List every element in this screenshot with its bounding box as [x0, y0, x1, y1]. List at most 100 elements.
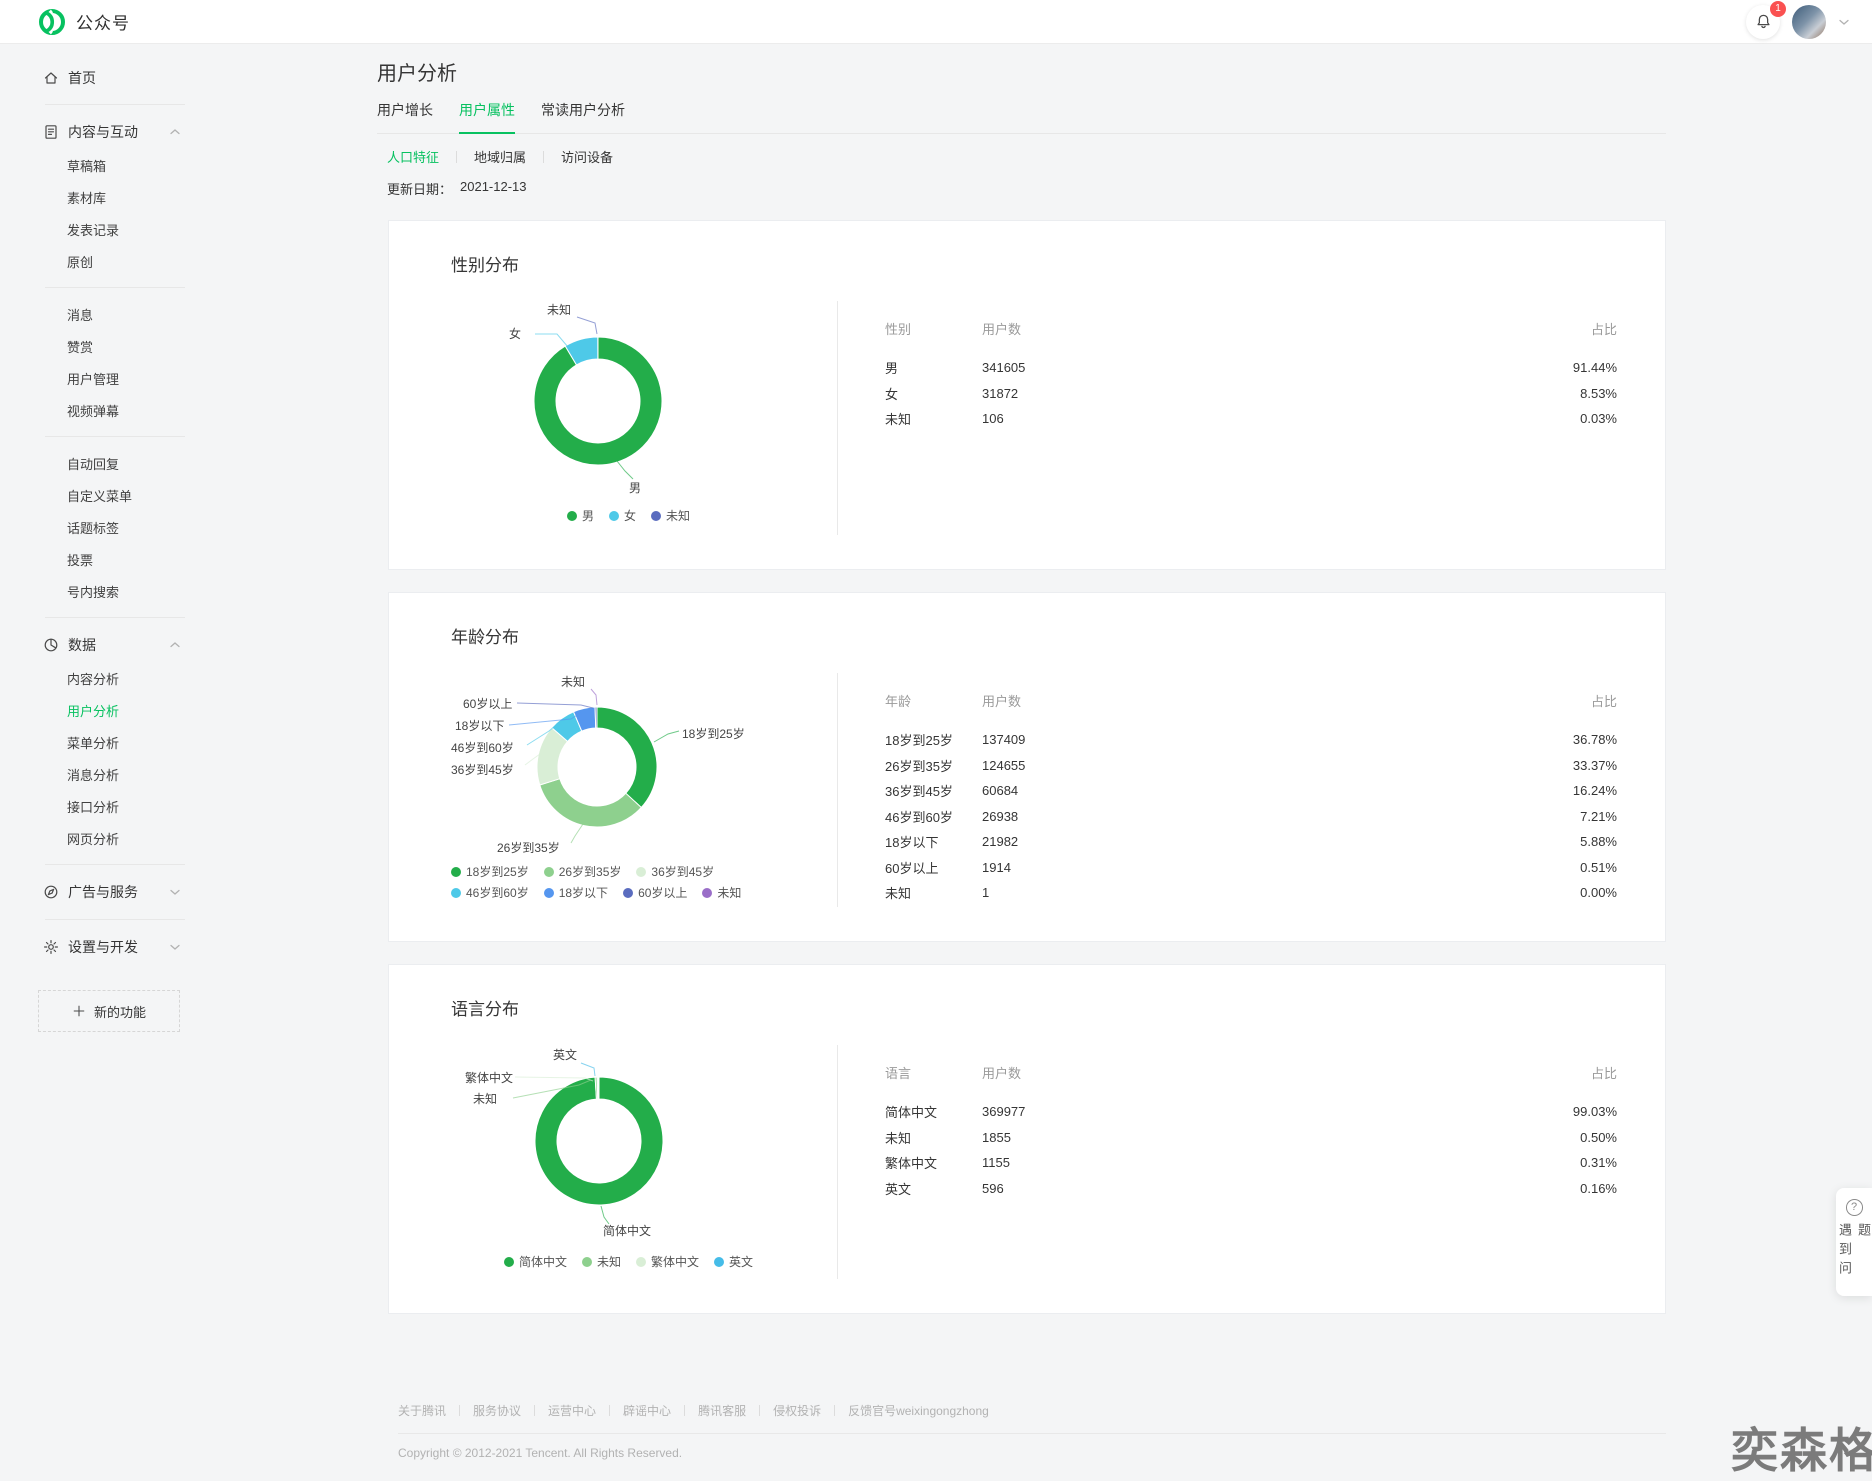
tab-user-growth[interactable]: 用户增长 — [377, 100, 433, 133]
sidebar-item-home[interactable]: 首页 — [0, 62, 215, 94]
brand[interactable]: 公众号 — [38, 8, 130, 36]
legend-dot — [651, 511, 661, 521]
legend-item[interactable]: 46岁到60岁 — [451, 884, 529, 901]
table-row: 未知 1 0.00% — [885, 880, 1617, 906]
sidebar-item-content-analysis[interactable]: 内容分析 — [0, 662, 215, 694]
help-widget-button[interactable]: ? 遇到问题 — [1836, 1188, 1872, 1296]
new-feature-button[interactable]: 新的功能 — [38, 990, 180, 1032]
pie-chart-icon — [43, 637, 59, 653]
age-donut-chart: 未知 60岁以上 18岁以下 46岁到60岁 36岁到45岁 18岁到25岁 2… — [451, 647, 821, 937]
sidebar-group-content[interactable]: 内容与互动 — [0, 115, 215, 149]
brand-name: 公众号 — [76, 9, 130, 34]
footer-link[interactable]: 关于腾讯 — [398, 1402, 446, 1419]
sidebar-item-web-analysis[interactable]: 网页分析 — [0, 822, 215, 854]
footer-link[interactable]: 反馈官号weixingongzhong — [848, 1402, 989, 1419]
sidebar-group-settings-dev[interactable]: 设置与开发 — [0, 930, 215, 964]
donut-slice[interactable] — [598, 1077, 599, 1099]
legend-dot — [567, 511, 577, 521]
language-donut-chart: 英文 繁体中文 未知 简体中文 简体中文未知繁体中文英文 — [451, 1019, 821, 1309]
legend-item[interactable]: 英文 — [714, 1253, 753, 1270]
sidebar-item-rewards[interactable]: 赞赏 — [0, 330, 215, 362]
footer-link[interactable]: 腾讯客服 — [698, 1402, 746, 1419]
legend-item[interactable]: 男 — [567, 507, 594, 524]
tab-user-attributes[interactable]: 用户属性 — [459, 100, 515, 134]
home-icon — [43, 70, 59, 86]
donut-slice[interactable] — [540, 779, 642, 827]
plus-icon — [72, 1004, 86, 1018]
divider — [398, 1433, 1666, 1434]
legend-item[interactable]: 36岁到45岁 — [636, 863, 714, 880]
gender-table: 性别 用户数 占比 男 341605 91.44% 女 31872 8.53% — [885, 275, 1617, 565]
legend-label: 女 — [624, 507, 636, 524]
table-row: 未知 106 0.03% — [885, 406, 1617, 432]
divider — [534, 1405, 535, 1416]
footer-link[interactable]: 辟谣中心 — [623, 1402, 671, 1419]
legend-label: 18岁到25岁 — [466, 863, 529, 880]
sidebar-item-original[interactable]: 原创 — [0, 245, 215, 277]
legend-item[interactable]: 女 — [609, 507, 636, 524]
sidebar-item-message-analysis[interactable]: 消息分析 — [0, 758, 215, 790]
legend-dot — [623, 888, 633, 898]
table-row: 36岁到45岁 60684 16.24% — [885, 778, 1617, 804]
sidebar-group-ads-services[interactable]: 广告与服务 — [0, 875, 215, 909]
divider — [837, 1045, 838, 1279]
subtab-bar: 人口特征 地域归属 访问设备 — [387, 147, 1669, 166]
divider — [45, 864, 185, 865]
divider — [759, 1405, 760, 1416]
sidebar-group-data[interactable]: 数据 — [0, 628, 215, 662]
legend-item[interactable]: 18岁以下 — [544, 884, 608, 901]
tab-frequent-readers[interactable]: 常读用户分析 — [541, 100, 625, 133]
subtab-demographics[interactable]: 人口特征 — [387, 147, 439, 166]
legend-item[interactable]: 60岁以上 — [623, 884, 687, 901]
sidebar-group-label: 广告与服务 — [68, 882, 138, 902]
legend-item[interactable]: 未知 — [651, 507, 690, 524]
sidebar-item-video-danmu[interactable]: 视频弹幕 — [0, 394, 215, 426]
table-row: 英文 596 0.16% — [885, 1176, 1617, 1202]
table-row: 60岁以上 1914 0.51% — [885, 855, 1617, 881]
divider — [45, 919, 185, 920]
page-title: 用户分析 — [377, 60, 1669, 88]
sidebar-item-vote[interactable]: 投票 — [0, 543, 215, 575]
sidebar-item-publish-history[interactable]: 发表记录 — [0, 213, 215, 245]
sidebar-item-menu-analysis[interactable]: 菜单分析 — [0, 726, 215, 758]
sidebar-item-api-analysis[interactable]: 接口分析 — [0, 790, 215, 822]
language-table: 语言 用户数 占比 简体中文 369977 99.03% 未知 1855 0.5… — [885, 1019, 1617, 1309]
chevron-down-icon[interactable] — [1838, 18, 1850, 26]
legend-dot — [609, 511, 619, 521]
legend-item[interactable]: 18岁到25岁 — [451, 863, 529, 880]
slice-label: 简体中文 — [603, 1222, 651, 1239]
sidebar-item-user-management[interactable]: 用户管理 — [0, 362, 215, 394]
legend-dot — [544, 867, 554, 877]
footer-link[interactable]: 服务协议 — [473, 1402, 521, 1419]
footer-link[interactable]: 运营中心 — [548, 1402, 596, 1419]
sidebar-item-account-search[interactable]: 号内搜索 — [0, 575, 215, 607]
footer-link[interactable]: 侵权投诉 — [773, 1402, 821, 1419]
sidebar-item-auto-reply[interactable]: 自动回复 — [0, 447, 215, 479]
divider — [834, 1405, 835, 1416]
sidebar-item-drafts[interactable]: 草稿箱 — [0, 149, 215, 181]
legend-dot — [544, 888, 554, 898]
chart-legend: 18岁到25岁 26岁到35岁 36岁到45岁 46岁到60岁 18岁以下 60岁以上未知 — [451, 863, 821, 901]
sidebar-item-topic-tags[interactable]: 话题标签 — [0, 511, 215, 543]
sidebar-item-messages[interactable]: 消息 — [0, 298, 215, 330]
legend-item[interactable]: 未知 — [582, 1253, 621, 1270]
legend-label: 60岁以上 — [638, 884, 687, 901]
legend-item[interactable]: 简体中文 — [504, 1253, 567, 1270]
notification-bell-button[interactable]: 1 — [1746, 5, 1780, 39]
donut-slice[interactable] — [597, 707, 657, 807]
table-row: 繁体中文 1155 0.31% — [885, 1150, 1617, 1176]
card-title: 语言分布 — [451, 965, 1617, 1019]
legend-item[interactable]: 26岁到35岁 — [544, 863, 622, 880]
sidebar-item-user-analysis[interactable]: 用户分析 — [0, 694, 215, 726]
legend-item[interactable]: 未知 — [702, 884, 741, 901]
divider — [456, 151, 457, 163]
subtab-region[interactable]: 地域归属 — [474, 147, 526, 166]
subtab-devices[interactable]: 访问设备 — [561, 147, 613, 166]
copyright: Copyright © 2012-2021 Tencent. All Right… — [398, 1446, 1666, 1460]
legend-item[interactable]: 繁体中文 — [636, 1253, 699, 1270]
sidebar-item-materials[interactable]: 素材库 — [0, 181, 215, 213]
watermark: 奕森格 — [1731, 1412, 1872, 1481]
sidebar-item-custom-menu[interactable]: 自定义菜单 — [0, 479, 215, 511]
compass-icon — [43, 884, 59, 900]
avatar[interactable] — [1792, 5, 1826, 39]
